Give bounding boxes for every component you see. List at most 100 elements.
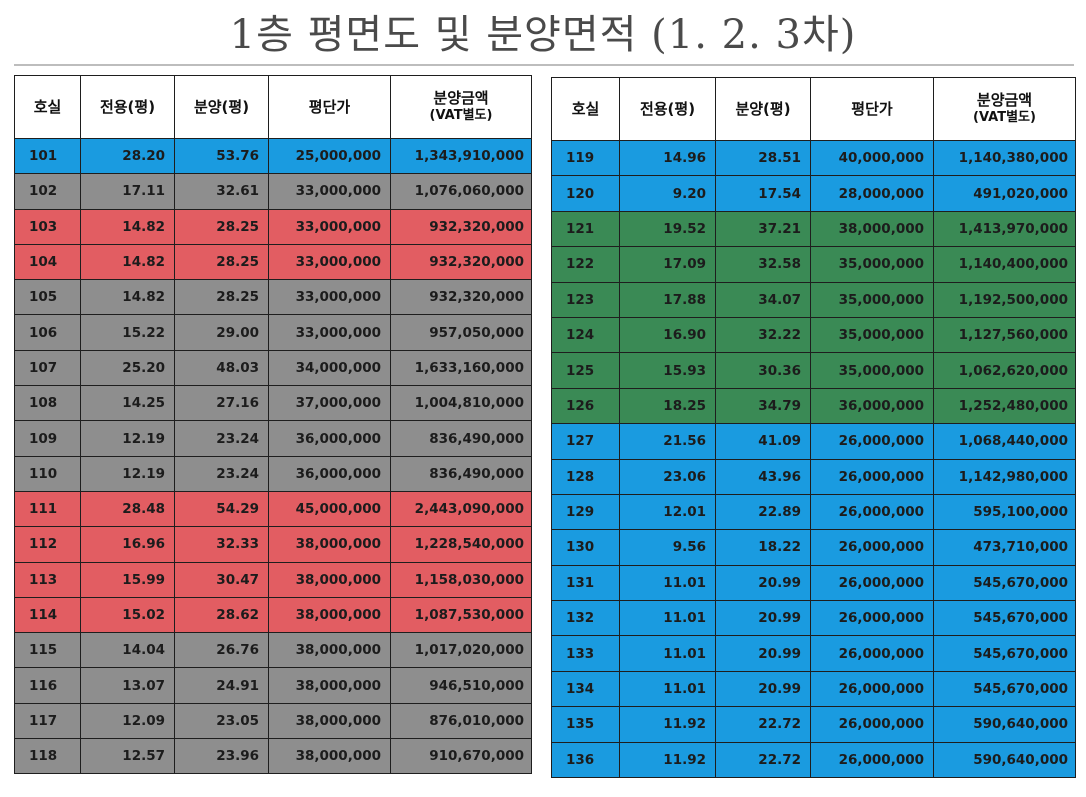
table-row: 127 21.56 41.09 26,000,000 1,068,440,000 [551,423,1076,460]
unit-cell: 121 [551,210,620,248]
unit-price-cell: 26,000,000 [810,741,934,779]
sale-area-cell: 20.99 [715,564,811,602]
sale-area-cell: 30.36 [715,352,811,389]
unit-price-cell: 26,000,000 [810,493,934,531]
sale-price-cell: 473,710,000 [933,529,1076,566]
sale-price-cell: 836,490,000 [390,455,532,492]
table-row: 104 14.82 28.25 33,000,000 932,320,000 [14,243,532,281]
header-sale-area: 분양(평) [174,75,269,139]
unit-price-cell: 33,000,000 [268,208,391,245]
unit-cell: 114 [14,596,81,634]
unit-cell: 105 [14,279,81,316]
sale-price-cell: 1,413,970,000 [933,210,1076,248]
unit-price-cell: 33,000,000 [268,243,391,281]
unit-price-cell: 28,000,000 [810,175,934,212]
sale-price-cell: 910,670,000 [390,738,532,775]
sale-price-cell: 1,633,160,000 [390,349,532,387]
sale-area-cell: 24.91 [174,667,269,704]
unit-cell: 127 [551,423,620,460]
unit-price-cell: 33,000,000 [268,279,391,316]
sale-price-cell: 1,076,060,000 [390,173,532,210]
unit-cell: 116 [14,667,81,704]
unit-cell: 112 [14,526,81,563]
sale-area-cell: 37.21 [715,210,811,248]
table-row: 129 12.01 22.89 26,000,000 595,100,000 [551,493,1076,531]
sale-area-cell: 48.03 [174,349,269,387]
exclusive-area-cell: 18.25 [619,387,716,425]
table-row: 112 16.96 32.33 38,000,000 1,228,540,000 [14,526,532,563]
sale-price-cell: 1,252,480,000 [933,387,1076,425]
table-row: 111 28.48 54.29 45,000,000 2,443,090,000 [14,490,532,528]
unit-price-cell: 26,000,000 [810,706,934,743]
table-row: 105 14.82 28.25 33,000,000 932,320,000 [14,279,532,316]
unit-price-cell: 38,000,000 [268,632,391,669]
unit-price-cell: 37,000,000 [268,385,391,422]
unit-cell: 133 [551,635,620,672]
unit-price-cell: 36,000,000 [810,387,934,425]
exclusive-area-cell: 11.01 [619,600,716,637]
sale-area-cell: 23.24 [174,455,269,492]
sale-area-cell: 28.25 [174,279,269,316]
unit-cell: 136 [551,741,620,779]
header-exclusive-area: 전용(평) [80,75,175,139]
sale-price-cell: 1,343,910,000 [390,137,532,175]
unit-cell: 106 [14,314,81,351]
table-row: 125 15.93 30.36 35,000,000 1,062,620,000 [551,352,1076,389]
unit-price-cell: 45,000,000 [268,490,391,528]
table-row: 110 12.19 23.24 36,000,000 836,490,000 [14,455,532,492]
unit-cell: 101 [14,137,81,175]
sale-area-cell: 43.96 [715,458,811,495]
unit-cell: 113 [14,561,81,598]
table-row: 119 14.96 28.51 40,000,000 1,140,380,000 [551,139,1076,177]
sale-price-cell: 932,320,000 [390,279,532,316]
exclusive-area-cell: 14.82 [80,208,175,245]
unit-cell: 124 [551,316,620,354]
unit-cell: 122 [551,246,620,283]
exclusive-area-cell: 12.57 [80,738,175,775]
header-exclusive-area: 전용(평) [619,77,716,141]
table-row: 120 9.20 17.54 28,000,000 491,020,000 [551,175,1076,212]
unit-price-cell: 36,000,000 [268,420,391,457]
table-row: 132 11.01 20.99 26,000,000 545,670,000 [551,600,1076,637]
unit-price-cell: 38,000,000 [268,596,391,634]
unit-price-cell: 38,000,000 [268,667,391,704]
table-row: 121 19.52 37.21 38,000,000 1,413,970,000 [551,210,1076,248]
unit-price-cell: 38,000,000 [268,561,391,598]
sale-area-cell: 54.29 [174,490,269,528]
sale-area-cell: 20.99 [715,600,811,637]
unit-cell: 125 [551,352,620,389]
unit-cell: 129 [551,493,620,531]
header-unit-price: 평단가 [810,77,934,141]
unit-price-cell: 33,000,000 [268,314,391,351]
unit-price-cell: 35,000,000 [810,316,934,354]
table-row: 103 14.82 28.25 33,000,000 932,320,000 [14,208,532,245]
unit-price-cell: 25,000,000 [268,137,391,175]
exclusive-area-cell: 17.88 [619,281,716,318]
table-row: 116 13.07 24.91 38,000,000 946,510,000 [14,667,532,704]
table-header-row: 호실 전용(평) 분양(평) 평단가 분양금액 (VAT별도) [14,75,532,139]
unit-price-cell: 26,000,000 [810,529,934,566]
unit-price-cell: 34,000,000 [268,349,391,387]
header-unit: 호실 [14,75,81,139]
table-row: 124 16.90 32.22 35,000,000 1,127,560,000 [551,316,1076,354]
title-divider [14,64,1074,66]
unit-price-cell: 38,000,000 [268,526,391,563]
unit-price-cell: 26,000,000 [810,635,934,672]
sale-area-cell: 34.79 [715,387,811,425]
exclusive-area-cell: 17.11 [80,173,175,210]
sale-area-cell: 28.62 [174,596,269,634]
exclusive-area-cell: 12.19 [80,455,175,492]
unit-price-cell: 35,000,000 [810,281,934,318]
unit-cell: 123 [551,281,620,318]
table-row: 106 15.22 29.00 33,000,000 957,050,000 [14,314,532,351]
unit-cell: 109 [14,420,81,457]
unit-cell: 111 [14,490,81,528]
exclusive-area-cell: 15.22 [80,314,175,351]
table-row: 113 15.99 30.47 38,000,000 1,158,030,000 [14,561,532,598]
sale-area-cell: 22.72 [715,706,811,743]
sale-price-cell: 836,490,000 [390,420,532,457]
unit-cell: 128 [551,458,620,495]
unit-cell: 103 [14,208,81,245]
sale-price-cell: 1,087,530,000 [390,596,532,634]
table-row: 122 17.09 32.58 35,000,000 1,140,400,000 [551,246,1076,283]
